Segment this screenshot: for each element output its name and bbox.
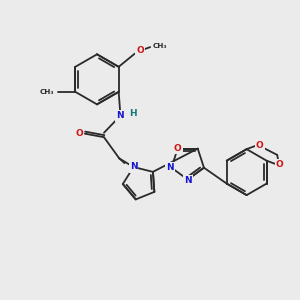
- Text: CH₃: CH₃: [40, 89, 54, 95]
- Text: O: O: [256, 141, 263, 150]
- Text: O: O: [136, 46, 144, 55]
- Text: N: N: [116, 112, 124, 121]
- Text: O: O: [256, 141, 263, 150]
- Text: O: O: [76, 129, 83, 138]
- Text: O: O: [276, 160, 283, 169]
- Text: N: N: [166, 163, 174, 172]
- Text: O: O: [76, 129, 83, 138]
- Text: H: H: [129, 109, 136, 118]
- Text: N: N: [184, 176, 191, 185]
- Text: CH₃: CH₃: [152, 43, 167, 49]
- Text: O: O: [136, 46, 144, 55]
- Text: N: N: [166, 163, 174, 172]
- Text: O: O: [174, 144, 182, 153]
- Text: H: H: [129, 109, 136, 118]
- Text: O: O: [174, 144, 182, 153]
- Text: N: N: [130, 163, 137, 172]
- Text: N: N: [184, 176, 191, 185]
- Text: N: N: [130, 163, 137, 172]
- Text: O: O: [276, 160, 283, 169]
- Text: N: N: [116, 112, 124, 121]
